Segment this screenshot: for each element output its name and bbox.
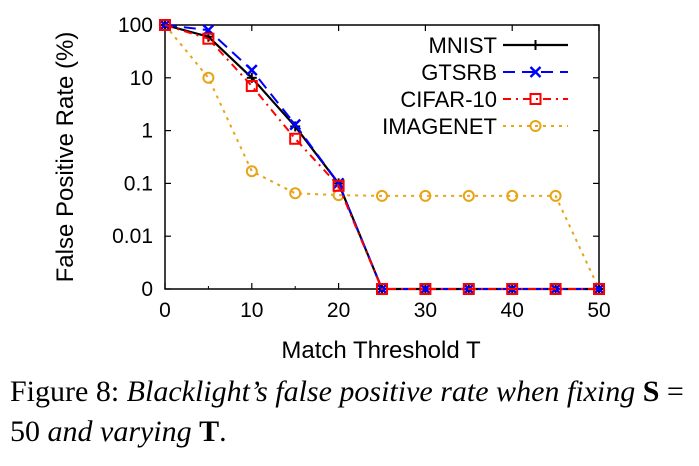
caption-text-part1: Blacklight’s false positive rate when fi… (126, 375, 636, 408)
y-tick-label: 100 (118, 14, 153, 37)
x-tick-label: 0 (159, 299, 171, 322)
y-tick-label: 0.1 (124, 172, 153, 195)
data-point (462, 189, 475, 202)
figure-label: Figure 8: (10, 375, 120, 408)
series-imagenet (159, 19, 605, 295)
legend-marker (529, 66, 542, 78)
legend-label: MNIST (429, 33, 497, 58)
series-mnist (160, 20, 604, 294)
data-point (245, 165, 258, 178)
data-point (549, 283, 562, 295)
x-tick-label: 20 (327, 299, 350, 322)
data-point (289, 187, 302, 200)
legend-item: IMAGENET (382, 114, 568, 139)
caption-period: . (219, 415, 227, 448)
caption-equals-value: = 50 (10, 375, 684, 448)
y-axis-label: False Positive Rate (%) (52, 32, 79, 283)
data-point (593, 283, 605, 295)
false-positive-rate-chart: 0 10 20 30 40 50 0 0.01 0.1 1 10 100 MNISTGTSRBCIFA… (52, 14, 611, 364)
data-point (289, 118, 302, 131)
data-point (549, 189, 562, 202)
data-point (593, 283, 605, 295)
data-point (202, 71, 215, 84)
data-point (376, 283, 388, 295)
caption-text-part2: and varying (47, 415, 192, 448)
legend-label: GTSRB (421, 60, 497, 85)
x-tick-label: 10 (240, 299, 263, 322)
legend-item: GTSRB (421, 60, 568, 85)
legend-marker (530, 40, 541, 50)
series-lines (159, 19, 605, 295)
data-point (506, 283, 519, 295)
x-tick-label: 50 (587, 299, 610, 322)
legend-label: CIFAR-10 (400, 87, 497, 112)
x-tick-label: 40 (501, 299, 524, 322)
data-point (419, 283, 432, 295)
legend-marker (529, 93, 542, 105)
legend-marker (529, 120, 542, 132)
data-point (376, 189, 388, 202)
data-point (506, 189, 519, 202)
data-point (419, 283, 432, 295)
plot-frame (164, 24, 600, 290)
legend-label: IMAGENET (382, 114, 497, 139)
y-tick-label: 0 (141, 278, 153, 301)
x-tick-label: 30 (414, 299, 437, 322)
figure-caption: Figure 8: Blacklight’s false positive ra… (10, 372, 690, 452)
legend-item: MNIST (429, 33, 568, 58)
series-line (164, 23, 599, 291)
series-line (164, 24, 599, 290)
x-axis-label: Match Threshold T (281, 337, 481, 364)
legend-item: CIFAR-10 (400, 87, 568, 112)
data-point (245, 79, 258, 92)
data-point (419, 189, 432, 202)
series-cifar-10 (159, 19, 605, 295)
data-point (202, 32, 215, 45)
series-gtsrb (159, 19, 605, 295)
data-point (159, 19, 171, 31)
data-point (332, 179, 345, 192)
data-point (289, 132, 302, 145)
series-line (164, 24, 600, 290)
caption-symbol-t: T (199, 415, 220, 448)
series-line (164, 24, 599, 290)
y-tick-label: 1 (141, 120, 153, 143)
axes: 0 10 20 30 40 50 0 0.01 0.1 1 10 100 (112, 14, 611, 322)
data-point (462, 283, 475, 295)
data-point (245, 64, 258, 76)
y-tick-label: 0.01 (112, 225, 153, 248)
y-tick-label: 10 (130, 67, 153, 90)
caption-symbol-s: S (642, 375, 660, 408)
